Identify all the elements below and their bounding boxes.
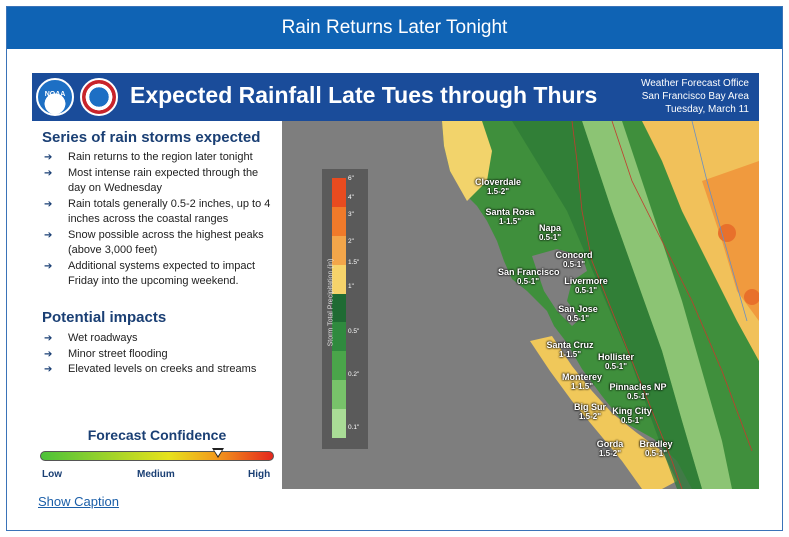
issue-date: Tuesday, March 11 bbox=[665, 104, 749, 115]
place-rain-amount: 1-1.5" bbox=[498, 217, 522, 226]
place-rain-amount: 1.5-2" bbox=[578, 412, 602, 421]
list-item: Rain returns to the region later tonight bbox=[42, 150, 278, 166]
nws-logo-icon bbox=[80, 78, 118, 116]
map-place-label: Napa 0.5-1" bbox=[520, 223, 580, 243]
place-name: Big Sur bbox=[573, 402, 606, 412]
map-place-label: Bradley 0.5-1" bbox=[626, 439, 686, 459]
storms-heading: Series of rain storms expected bbox=[42, 129, 261, 146]
place-rain-amount: 1.5-2" bbox=[486, 187, 510, 196]
noaa-logo-icon: NOAA bbox=[36, 78, 74, 116]
rainfall-graphic: NOAA Expected Rainfall Late Tues through… bbox=[32, 73, 759, 489]
place-name: Napa bbox=[538, 223, 561, 233]
place-name: Livermore bbox=[564, 276, 608, 286]
place-rain-amount: 0.5-1" bbox=[620, 416, 644, 425]
place-rain-amount: 1-1.5" bbox=[570, 382, 594, 391]
list-item: Wet roadways bbox=[42, 331, 278, 347]
map-terrain bbox=[442, 121, 759, 489]
legend-tick: 6" bbox=[348, 175, 354, 182]
map-place-label: Santa Rosa 1-1.5" bbox=[480, 207, 540, 227]
place-rain-amount: 0.5-1" bbox=[562, 260, 586, 269]
place-name: Cloverdale bbox=[474, 177, 522, 187]
place-name: Santa Rosa bbox=[485, 207, 535, 217]
list-item: Minor street flooding bbox=[42, 347, 278, 363]
place-rain-amount: 0.5-1" bbox=[574, 286, 598, 295]
graphic-title: Expected Rainfall Late Tues through Thur… bbox=[130, 82, 598, 108]
list-item: Rain totals generally 0.5-2 inches, up t… bbox=[42, 197, 278, 228]
confidence-medium-label: Medium bbox=[137, 469, 175, 480]
precip-legend: Storm Total Precipitation (in) 6" 4" 3" 2" 1… bbox=[322, 169, 368, 449]
place-name: Santa Cruz bbox=[546, 340, 594, 350]
map-place-label: Cloverdale 1.5-2" bbox=[468, 177, 528, 197]
legend-tick: 2" bbox=[348, 238, 354, 245]
list-item: Additional systems expected to impact Fr… bbox=[42, 259, 278, 290]
show-caption-link[interactable]: Show Caption bbox=[38, 494, 119, 509]
place-rain-amount: 0.5-1" bbox=[538, 233, 562, 242]
legend-tick: 4" bbox=[348, 194, 354, 201]
legend-tick: 1.5" bbox=[348, 259, 360, 266]
place-name: Pinnacles NP bbox=[609, 382, 667, 392]
legend-color-bar bbox=[332, 178, 346, 438]
place-name: Monterey bbox=[561, 372, 602, 382]
list-item: Snow possible across the highest peaks (… bbox=[42, 228, 278, 259]
map-place-label: San Francisco 0.5-1" bbox=[498, 267, 560, 287]
place-name: Hollister bbox=[597, 352, 634, 362]
map-place-label: San Jose 0.5-1" bbox=[548, 304, 608, 324]
place-name: San Francisco bbox=[498, 267, 560, 277]
map-place-label: Pinnacles NP 0.5-1" bbox=[608, 382, 668, 402]
confidence-title: Forecast Confidence bbox=[87, 427, 227, 443]
panel-title: Rain Returns Later Tonight bbox=[7, 7, 782, 49]
place-rain-amount: 0.5-1" bbox=[516, 277, 540, 286]
legend-tick: 3" bbox=[348, 211, 354, 218]
rainfall-map: Storm Total Precipitation (in) 6" 4" 3" 2" 1… bbox=[282, 121, 759, 489]
map-place-label: Santa Cruz 1-1.5" bbox=[540, 340, 600, 360]
place-name: Bradley bbox=[639, 439, 673, 449]
storms-list: Rain returns to the region later tonight… bbox=[42, 150, 278, 290]
place-name: King City bbox=[612, 406, 652, 416]
map-place-label: Gorda 1.5-2" bbox=[580, 439, 640, 459]
place-rain-amount: 0.5-1" bbox=[604, 362, 628, 371]
map-place-label: Hollister 0.5-1" bbox=[586, 352, 646, 372]
place-rain-amount: 0.5-1" bbox=[644, 449, 668, 458]
office-region: San Francisco Bay Area bbox=[641, 91, 749, 102]
legend-tick: 0.1" bbox=[348, 424, 360, 431]
graphic-header: NOAA Expected Rainfall Late Tues through… bbox=[32, 73, 759, 121]
map-place-label: Livermore 0.5-1" bbox=[556, 276, 616, 296]
impacts-heading: Potential impacts bbox=[42, 309, 167, 326]
legend-tick: 0.5" bbox=[348, 328, 360, 335]
office-name: Weather Forecast Office bbox=[640, 78, 749, 89]
place-name: Gorda bbox=[596, 439, 624, 449]
legend-title: Storm Total Precipitation (in) bbox=[327, 258, 335, 347]
legend-tick: 1" bbox=[348, 283, 354, 290]
map-place-label: Monterey 1-1.5" bbox=[552, 372, 612, 392]
confidence-high-label: High bbox=[248, 469, 271, 480]
confidence-low-label: Low bbox=[42, 469, 62, 480]
map-place-label: Concord 0.5-1" bbox=[544, 250, 604, 270]
impacts-list: Wet roadways Minor street flooding Eleva… bbox=[42, 331, 278, 378]
confidence-bar bbox=[40, 451, 274, 461]
place-rain-amount: 0.5-1" bbox=[566, 314, 590, 323]
place-name: Concord bbox=[555, 250, 593, 260]
list-item: Most intense rain expected through the d… bbox=[42, 166, 278, 197]
place-rain-amount: 1-1.5" bbox=[558, 350, 582, 359]
office-info: Weather Forecast Office San Francisco Ba… bbox=[641, 77, 749, 116]
map-place-label: Big Sur 1.5-2" bbox=[560, 402, 620, 422]
place-rain-amount: 0.5-1" bbox=[626, 392, 650, 401]
legend-tick: 0.2" bbox=[348, 371, 360, 378]
list-item: Elevated levels on creeks and streams bbox=[42, 362, 278, 378]
map-place-label: King City 0.5-1" bbox=[602, 406, 662, 426]
place-rain-amount: 1.5-2" bbox=[598, 449, 622, 458]
confidence-marker-icon bbox=[211, 448, 224, 458]
forecast-panel: Rain Returns Later Tonight NOAA Expected… bbox=[6, 6, 783, 531]
summary-pane: Series of rain storms expected Rain retu… bbox=[32, 121, 282, 489]
place-name: San Jose bbox=[558, 304, 598, 314]
